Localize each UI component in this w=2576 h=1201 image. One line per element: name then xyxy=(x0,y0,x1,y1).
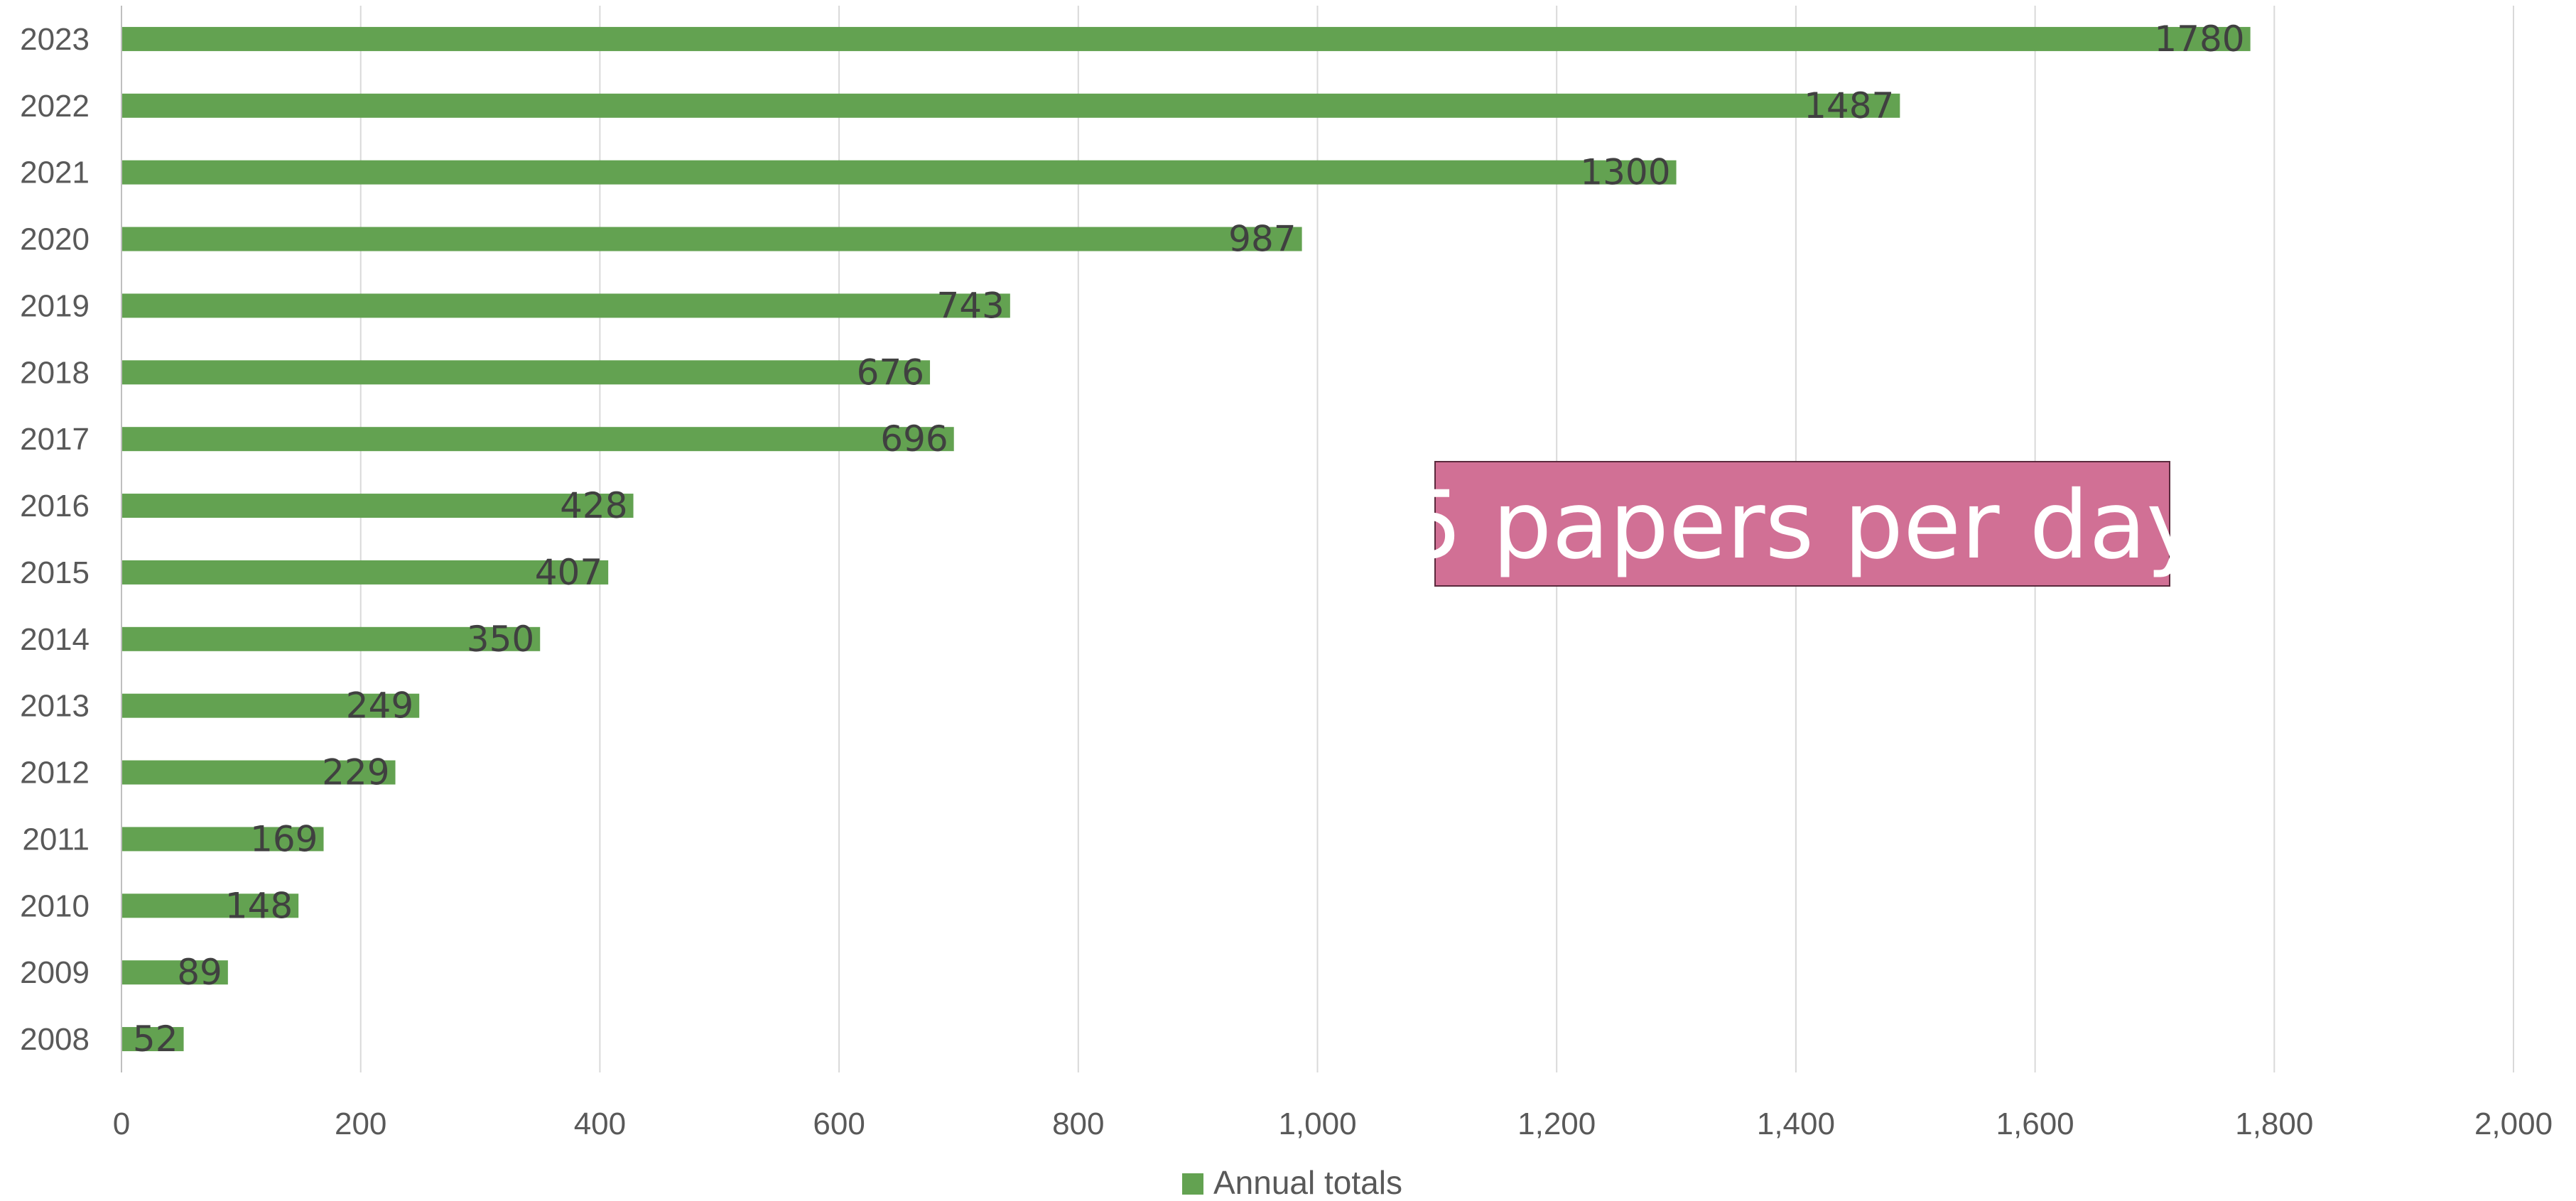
bar xyxy=(121,293,1010,318)
y-tick-label: 2018 xyxy=(20,355,90,390)
x-tick-label: 1,800 xyxy=(2235,1107,2313,1141)
bar xyxy=(121,1027,184,1052)
data-label: 350 xyxy=(467,619,534,660)
data-label: 987 xyxy=(1228,219,1296,260)
bar xyxy=(121,960,228,985)
y-tick-label: 2017 xyxy=(20,422,90,457)
data-label: 148 xyxy=(225,885,293,926)
data-label: 89 xyxy=(177,952,222,993)
bar xyxy=(121,93,1900,118)
data-label: 1487 xyxy=(1804,85,1894,126)
x-tick-label: 200 xyxy=(335,1107,386,1141)
y-axis-labels: 2008 2009 2010 2011 2012 2013 2014 2015 2016 2017… xyxy=(20,22,90,1057)
y-tick-label: 2009 xyxy=(20,955,90,990)
x-tick-label: 600 xyxy=(813,1107,865,1141)
x-tick-label: 1,400 xyxy=(1757,1107,1835,1141)
bar xyxy=(121,26,2251,51)
bar xyxy=(121,160,1677,185)
data-label: 676 xyxy=(857,352,924,393)
x-tick-label: 1,000 xyxy=(1278,1107,1356,1141)
data-label: 428 xyxy=(560,485,627,526)
x-tick-label: 800 xyxy=(1052,1107,1104,1141)
y-tick-label: 2020 xyxy=(20,222,90,257)
y-tick-label: 2014 xyxy=(20,622,90,657)
data-label: 407 xyxy=(535,552,602,593)
data-label: 229 xyxy=(322,752,389,793)
callout-box: 5 papers per day xyxy=(1403,461,2202,587)
y-tick-label: 2012 xyxy=(20,756,90,790)
bar xyxy=(121,560,609,585)
x-axis-labels: 0 200 400 600 800 1,000 1,200 1,400 1,600 1,800 2,… xyxy=(113,1107,2553,1141)
x-tick-label: 2,000 xyxy=(2474,1107,2553,1141)
y-tick-label: 2015 xyxy=(20,555,90,590)
x-tick-label: 0 xyxy=(113,1107,130,1141)
callout-background xyxy=(1434,461,2170,587)
bar xyxy=(121,626,541,651)
bar xyxy=(121,760,396,785)
bar xyxy=(121,227,1302,251)
data-label: 1780 xyxy=(2154,18,2244,60)
bar xyxy=(121,494,634,518)
x-tick-label: 400 xyxy=(574,1107,626,1141)
bars xyxy=(121,26,2251,1052)
bar xyxy=(121,893,299,918)
data-label: 169 xyxy=(250,818,318,859)
data-label: 249 xyxy=(346,685,413,727)
x-tick-label: 1,200 xyxy=(1517,1107,1596,1141)
y-tick-label: 2013 xyxy=(20,689,90,724)
y-tick-label: 2016 xyxy=(20,489,90,523)
bar xyxy=(121,693,420,718)
data-label: 743 xyxy=(936,285,1004,326)
legend-label: Annual totals xyxy=(1213,1164,1402,1201)
callout-text: 5 papers per day xyxy=(1403,471,2202,580)
y-tick-label: 2008 xyxy=(20,1022,90,1057)
y-tick-label: 2010 xyxy=(20,888,90,923)
y-tick-label: 2019 xyxy=(20,288,90,323)
y-tick-label: 2011 xyxy=(22,822,90,857)
y-tick-label: 2023 xyxy=(20,22,90,57)
x-tick-label: 1,600 xyxy=(1996,1107,2074,1141)
data-label: 696 xyxy=(880,418,948,460)
bar xyxy=(121,360,931,385)
bar xyxy=(121,827,324,852)
bar xyxy=(121,427,954,452)
y-tick-label: 2022 xyxy=(20,89,90,124)
legend: Annual totals xyxy=(1182,1164,1402,1201)
y-tick-label: 2021 xyxy=(20,156,90,190)
data-label: 52 xyxy=(133,1018,178,1060)
data-label: 1300 xyxy=(1580,152,1670,193)
legend-swatch xyxy=(1182,1173,1203,1195)
